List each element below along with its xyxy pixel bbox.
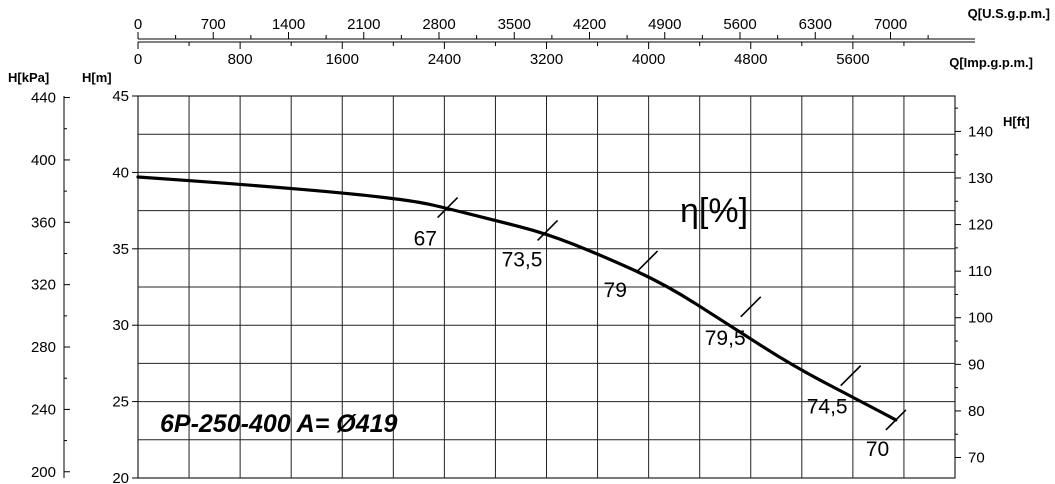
top-usgpm-tick-label: 4200 — [573, 16, 606, 33]
efficiency-marks: 67 73,5 79 79,5 74,5 70 — [414, 196, 907, 461]
efficiency-mark-label: 74,5 — [807, 396, 848, 419]
top-usgpm-tick-label: 4900 — [648, 16, 681, 33]
left-kpa-tick-label: 440 — [31, 90, 56, 107]
top-usgpm-axis-label: Q[U.S.g.p.m.] — [968, 6, 1050, 21]
top-usgpm-tick-label: 1400 — [272, 16, 305, 33]
left-kpa-tick-label: 280 — [31, 339, 56, 356]
top-impgpm-tick-label: 1600 — [326, 51, 359, 68]
head-curve-series — [136, 175, 898, 422]
right-ft-tick-label: 140 — [968, 123, 993, 140]
efficiency-mark-label: 67 — [414, 228, 437, 251]
efficiency-tick-mark — [740, 296, 762, 318]
top-impgpm-tick-label: 0 — [134, 51, 142, 68]
pump-model-label: 6P-250-400 A= Ø419 — [160, 410, 398, 438]
efficiency-tick-mark — [537, 219, 559, 242]
left-kpa-axis-label: H[kPa] — [8, 70, 49, 85]
efficiency-mark-label: 73,5 — [502, 248, 543, 271]
top-usgpm-tick-label: 2100 — [347, 16, 380, 33]
efficiency-tick-mark — [840, 365, 862, 387]
left-kpa-tick-label: 320 — [31, 277, 56, 294]
top-impgpm-tick-label: 5600 — [836, 51, 869, 68]
top-impgpm-tick-label: 2400 — [428, 51, 461, 68]
efficiency-axis-label: η[%] — [680, 192, 748, 230]
left-m-tick-label: 35 — [112, 241, 129, 258]
top-impgpm-tick-label: 3200 — [530, 51, 563, 68]
top-impgpm-axis-label: Q[Imp.g.p.m.] — [949, 55, 1033, 70]
efficiency-tick-mark — [437, 196, 459, 219]
top-usgpm-tick-label: 0 — [134, 16, 142, 33]
plot-frame — [137, 95, 956, 479]
left-m-tick-label: 45 — [112, 88, 129, 105]
top-impgpm-tick-label: 4800 — [734, 51, 767, 68]
axis-ticks: 0 700 1400 2100 2800 3500 4200 4900 5600 6300 7000… — [31, 16, 993, 484]
right-ft-tick-label: 120 — [968, 217, 993, 234]
right-ft-tick-label: 80 — [968, 403, 985, 420]
efficiency-tick-mark — [636, 250, 659, 272]
left-kpa-tick-label: 360 — [31, 214, 56, 231]
efficiency-tick-mark — [885, 409, 907, 431]
right-ft-tick-label: 110 — [968, 263, 992, 280]
efficiency-mark-label: 79 — [604, 279, 627, 302]
left-m-tick-label: 20 — [112, 470, 129, 484]
top-usgpm-tick-label: 700 — [201, 16, 226, 33]
top-impgpm-tick-label: 800 — [228, 51, 253, 68]
top-usgpm-tick-label: 7000 — [874, 16, 907, 33]
left-kpa-tick-label: 400 — [31, 152, 56, 169]
left-m-tick-label: 25 — [112, 394, 129, 411]
top-usgpm-tick-label: 6300 — [799, 16, 832, 33]
top-usgpm-tick-label: 5600 — [723, 16, 756, 33]
right-ft-tick-label: 100 — [968, 310, 993, 327]
efficiency-mark-label: 70 — [866, 438, 889, 461]
left-m-tick-label: 30 — [112, 317, 129, 334]
left-m-axis-label: H[m] — [82, 70, 112, 85]
left-kpa-tick-label: 200 — [31, 464, 56, 481]
right-ft-tick-label: 70 — [968, 450, 985, 467]
plot-grid — [137, 95, 956, 479]
top-usgpm-tick-label: 2800 — [422, 16, 455, 33]
right-ft-axis-label: H[ft] — [1003, 114, 1030, 129]
efficiency-mark-label: 79,5 — [705, 327, 746, 350]
head-curve-line — [136, 175, 898, 422]
top-usgpm-tick-label: 3500 — [498, 16, 531, 33]
right-ft-tick-label: 130 — [968, 170, 993, 187]
right-ft-tick-label: 90 — [968, 356, 985, 373]
left-kpa-tick-label: 240 — [31, 401, 56, 418]
top-impgpm-tick-label: 4000 — [632, 51, 665, 68]
left-m-tick-label: 40 — [112, 164, 129, 181]
